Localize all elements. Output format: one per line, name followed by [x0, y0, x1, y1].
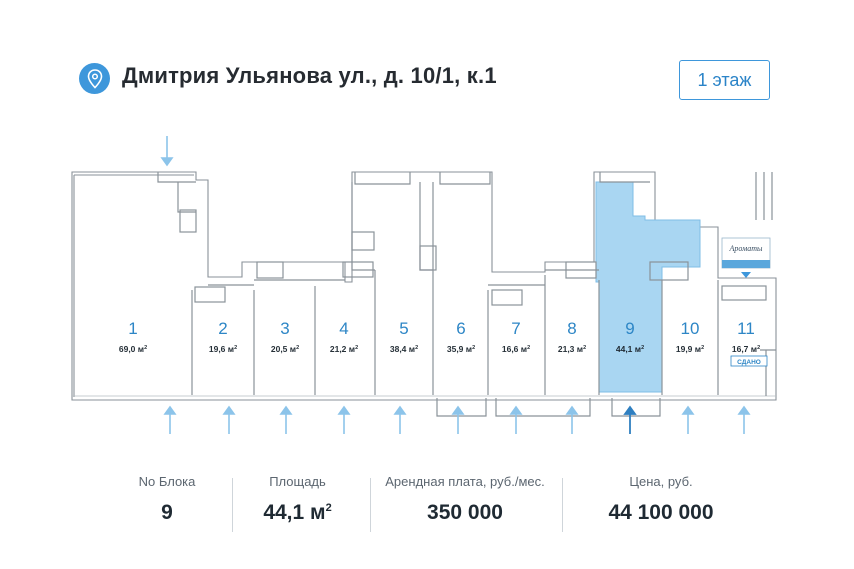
unit-6[interactable]: 6 35,9 м2 [447, 319, 475, 354]
svg-text:6: 6 [456, 319, 465, 338]
unit-2[interactable]: 2 19,6 м2 [209, 319, 237, 354]
rented-badge: СДАНО [730, 355, 768, 367]
svg-text:35,9 м2: 35,9 м2 [447, 344, 475, 354]
divider [232, 478, 233, 532]
block-number-stat: No Блока 9 [120, 474, 214, 525]
svg-text:16,7 м2: 16,7 м2 [732, 344, 760, 354]
unit-5[interactable]: 5 38,4 м2 [390, 319, 418, 354]
svg-text:3: 3 [280, 319, 289, 338]
svg-text:7: 7 [511, 319, 520, 338]
unit-1[interactable]: 1 69,0 м2 [119, 319, 147, 354]
svg-text:11: 11 [737, 319, 755, 338]
rent-stat: Арендная плата, руб./мес. 350 000 [372, 474, 558, 525]
svg-text:Ароматы: Ароматы [729, 244, 763, 253]
svg-text:9: 9 [625, 319, 634, 338]
rent-label: Арендная плата, руб./мес. [385, 474, 545, 489]
svg-text:69,0 м2: 69,0 м2 [119, 344, 147, 354]
unit-9-highlight[interactable] [595, 181, 701, 393]
entrance-arrows [160, 136, 751, 434]
price-stat: Цена, руб. 44 100 000 [570, 474, 752, 525]
block-number-label: No Блока [138, 474, 196, 489]
tenant-sign: Ароматы [721, 237, 771, 278]
svg-text:10: 10 [681, 319, 700, 338]
floor-selector-button[interactable]: 1 этаж [679, 60, 770, 100]
price-label: Цена, руб. [629, 474, 693, 489]
svg-text:21,3 м2: 21,3 м2 [558, 344, 586, 354]
svg-text:19,9 м2: 19,9 м2 [676, 344, 704, 354]
svg-text:4: 4 [339, 319, 348, 338]
unit-8[interactable]: 8 21,3 м2 [558, 319, 586, 354]
price-value: 44 100 000 [608, 501, 714, 524]
rent-value: 350 000 [427, 501, 503, 524]
unit-10[interactable]: 10 19,9 м2 [676, 319, 704, 354]
divider [370, 478, 371, 532]
location-pin-icon [79, 63, 110, 94]
svg-text:1: 1 [128, 319, 137, 338]
area-stat: Площадь 44,1 м2 [240, 474, 355, 525]
block-number-value: 9 [161, 501, 173, 524]
svg-text:21,2 м2: 21,2 м2 [330, 344, 358, 354]
unit-4[interactable]: 4 21,2 м2 [330, 319, 358, 354]
svg-text:19,6 м2: 19,6 м2 [209, 344, 237, 354]
svg-text:20,5 м2: 20,5 м2 [271, 344, 299, 354]
svg-text:38,4 м2: 38,4 м2 [390, 344, 418, 354]
svg-text:5: 5 [399, 319, 408, 338]
page-title: Дмитрия Ульянова ул., д. 10/1, к.1 [122, 63, 497, 88]
svg-text:16,6 м2: 16,6 м2 [502, 344, 530, 354]
svg-text:СДАНО: СДАНО [737, 359, 761, 366]
selected-entrance-arrow [623, 405, 637, 434]
unit-3[interactable]: 3 20,5 м2 [271, 319, 299, 354]
unit-9[interactable]: 9 44,1 м2 [616, 319, 644, 354]
svg-text:8: 8 [567, 319, 576, 338]
floor-plan: Ароматы 1 69,0 м2 2 19,6 м2 3 20,5 м2 4 21,2… [71, 136, 777, 434]
svg-text:44,1 м2: 44,1 м2 [616, 344, 644, 354]
divider [562, 478, 563, 532]
area-value: 44,1 м2 [263, 501, 332, 524]
unit-11[interactable]: 11 16,7 м2 [732, 319, 760, 354]
unit-7[interactable]: 7 16,6 м2 [502, 319, 530, 354]
svg-text:2: 2 [218, 319, 227, 338]
area-label: Площадь [269, 474, 326, 489]
